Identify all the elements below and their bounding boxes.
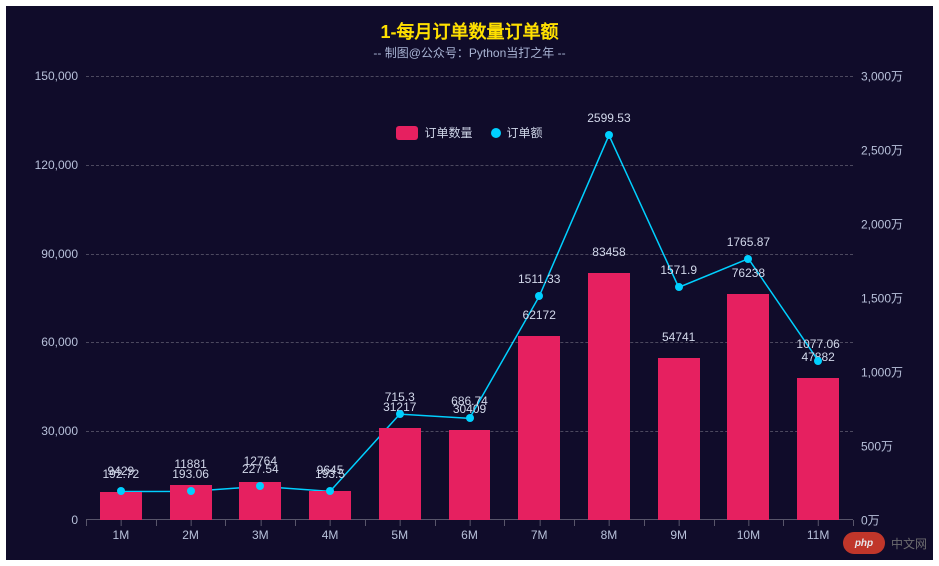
plot-area: 030,00060,00090,000120,000150,0000万500万1…: [86, 76, 853, 520]
bar-value-label: 76238: [732, 266, 765, 280]
line-marker[interactable]: [466, 414, 474, 422]
y-left-tick-label: 60,000: [41, 335, 86, 349]
chart-container: 1-每月订单数量订单额 -- 制图@公众号：Python当打之年 -- 订单数量…: [0, 0, 939, 566]
y-right-tick-label: 0万: [853, 512, 880, 529]
line-value-label: 227.54: [242, 462, 279, 476]
watermark-text: 中文网: [891, 535, 927, 552]
x-tick-label: 9M: [670, 520, 687, 542]
y-left-tick-label: 120,000: [35, 158, 86, 172]
line-value-label: 193.5: [315, 467, 345, 481]
bar[interactable]: [727, 294, 769, 520]
line-marker[interactable]: [326, 487, 334, 495]
bar-value-label: 54741: [662, 330, 695, 344]
watermark-logo: php: [843, 532, 885, 554]
line-marker[interactable]: [605, 131, 613, 139]
x-boundary-tick: [295, 520, 296, 526]
chart-subtitle: -- 制图@公众号：Python当打之年 --: [6, 44, 933, 61]
x-boundary-tick: [783, 520, 784, 526]
x-boundary-tick: [714, 520, 715, 526]
chart: 1-每月订单数量订单额 -- 制图@公众号：Python当打之年 -- 订单数量…: [6, 6, 933, 560]
watermark: php 中文网: [843, 532, 927, 554]
x-tick-label: 3M: [252, 520, 269, 542]
y-left-tick-label: 150,000: [35, 69, 86, 83]
line-marker[interactable]: [396, 410, 404, 418]
x-boundary-tick: [225, 520, 226, 526]
line-value-label: 1511.33: [518, 272, 561, 286]
line-value-label: 1571.9: [660, 263, 697, 277]
line-marker[interactable]: [744, 255, 752, 263]
y-left-tick-label: 0: [71, 513, 86, 527]
x-tick-label: 4M: [322, 520, 339, 542]
bar[interactable]: [588, 273, 630, 520]
line-marker[interactable]: [117, 487, 125, 495]
y-left-tick-label: 30,000: [41, 424, 86, 438]
grid-line: [86, 165, 853, 166]
line-marker[interactable]: [814, 357, 822, 365]
bar[interactable]: [309, 491, 351, 520]
x-boundary-tick: [365, 520, 366, 526]
bar[interactable]: [449, 430, 491, 520]
x-boundary-tick: [156, 520, 157, 526]
y-right-tick-label: 1,500万: [853, 290, 903, 307]
x-tick-label: 5M: [391, 520, 408, 542]
line-value-label: 193.06: [172, 467, 209, 481]
chart-title: 1-每月订单数量订单额: [6, 18, 933, 44]
bar-value-label: 83458: [592, 245, 625, 259]
line-marker[interactable]: [535, 292, 543, 300]
grid-line: [86, 254, 853, 255]
bar[interactable]: [518, 336, 560, 520]
y-right-tick-label: 500万: [853, 438, 893, 455]
y-right-tick-label: 2,000万: [853, 216, 903, 233]
y-left-tick-label: 90,000: [41, 247, 86, 261]
y-right-tick-label: 3,000万: [853, 68, 903, 85]
x-tick-label: 1M: [113, 520, 130, 542]
x-boundary-tick: [86, 520, 87, 526]
x-boundary-tick: [435, 520, 436, 526]
line-value-label: 686.74: [451, 394, 488, 408]
bar[interactable]: [797, 378, 839, 520]
line-value-label: 1765.87: [727, 235, 770, 249]
x-tick-label: 2M: [182, 520, 199, 542]
x-boundary-tick: [853, 520, 854, 526]
bar[interactable]: [658, 358, 700, 520]
line-value-label: 2599.53: [587, 111, 630, 125]
x-tick-label: 8M: [601, 520, 618, 542]
bar[interactable]: [100, 492, 142, 520]
x-tick-label: 7M: [531, 520, 548, 542]
line-marker[interactable]: [256, 482, 264, 490]
line-marker[interactable]: [675, 283, 683, 291]
line-value-label: 192.72: [103, 467, 140, 481]
x-boundary-tick: [574, 520, 575, 526]
bar[interactable]: [379, 428, 421, 520]
x-tick-label: 11M: [807, 520, 829, 542]
y-right-tick-label: 1,000万: [853, 364, 903, 381]
y-right-tick-label: 2,500万: [853, 142, 903, 159]
bar-value-label: 62172: [523, 308, 556, 322]
line-value-label: 1077.06: [796, 337, 839, 351]
line-marker[interactable]: [187, 487, 195, 495]
grid-line: [86, 76, 853, 77]
x-tick-label: 10M: [737, 520, 760, 542]
x-boundary-tick: [504, 520, 505, 526]
x-tick-label: 6M: [461, 520, 478, 542]
line-value-label: 715.3: [385, 390, 415, 404]
x-boundary-tick: [644, 520, 645, 526]
